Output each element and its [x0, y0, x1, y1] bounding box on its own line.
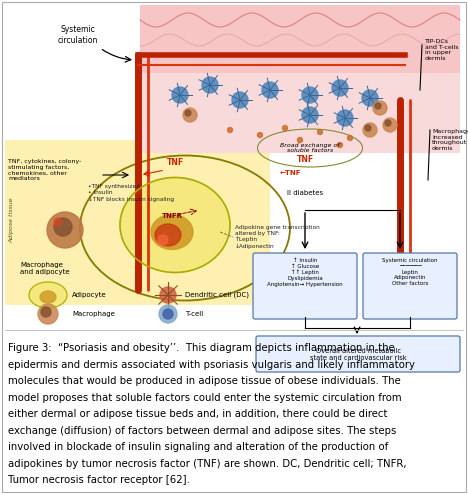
Text: Overall altered metabolic
state and cardiovascular risk: Overall altered metabolic state and card… [310, 347, 406, 361]
Circle shape [362, 90, 378, 106]
Circle shape [365, 125, 371, 131]
Text: ↑ Insulin
↑ Glucose
↑↑ Leptin
Dyslipidemia
Angiotensin→ Hypertension: ↑ Insulin ↑ Glucose ↑↑ Leptin Dyslipidem… [267, 258, 343, 287]
Text: involved in blockade of insulin signaling and alteration of the production of: involved in blockade of insulin signalin… [8, 442, 388, 452]
Text: •TNF synthesized
• Insulin
↓TNF blocks insulin signaling: •TNF synthesized • Insulin ↓TNF blocks i… [88, 184, 174, 202]
Text: model proposes that soluble factors could enter the systemic circulation from: model proposes that soluble factors coul… [8, 393, 402, 403]
Text: Adipose tissue: Adipose tissue [9, 197, 15, 243]
Circle shape [185, 110, 191, 116]
Circle shape [54, 218, 72, 236]
FancyBboxPatch shape [5, 140, 270, 305]
Circle shape [283, 125, 287, 130]
Text: either dermal or adipose tissue beds and, in addition, there could be direct: either dermal or adipose tissue beds and… [8, 409, 388, 419]
Ellipse shape [40, 291, 56, 303]
Text: TNF, cytokines, colony-
stimulating factors,
chemokines, other
mediators: TNF, cytokines, colony- stimulating fact… [8, 159, 81, 181]
Text: epidermis and dermis associated with psoriasis vulgaris and likely inflammatory: epidermis and dermis associated with pso… [8, 360, 415, 370]
Circle shape [172, 87, 188, 103]
Text: Adipokine gene transcription
altered by TNF:
↑Leptin
↓Adiponectin: Adipokine gene transcription altered by … [235, 225, 320, 248]
Circle shape [298, 137, 302, 142]
Circle shape [383, 118, 397, 132]
Text: TNF: TNF [296, 155, 314, 164]
Circle shape [158, 235, 168, 245]
Text: Macrophages
increased
throughout
dermis: Macrophages increased throughout dermis [432, 129, 468, 151]
Text: Macrophage: Macrophage [72, 311, 115, 317]
Text: Figure 3:  “Psoriasis and obesity’’.  This diagram depicts inflammation in the: Figure 3: “Psoriasis and obesity’’. This… [8, 343, 395, 353]
Circle shape [363, 123, 377, 137]
Text: Macrophage
and adipocyte: Macrophage and adipocyte [20, 261, 70, 275]
Circle shape [232, 92, 248, 108]
Text: Adipocyte: Adipocyte [72, 292, 107, 298]
Text: ←TNF: ←TNF [279, 170, 301, 176]
Ellipse shape [151, 214, 193, 249]
FancyBboxPatch shape [140, 73, 460, 153]
Text: exchange (diffusion) of factors between dermal and adipose sites. The steps: exchange (diffusion) of factors between … [8, 425, 396, 436]
Circle shape [160, 287, 176, 303]
Circle shape [257, 132, 263, 137]
FancyBboxPatch shape [256, 336, 460, 372]
Circle shape [375, 103, 381, 109]
Circle shape [348, 135, 352, 140]
Circle shape [163, 309, 173, 319]
FancyBboxPatch shape [253, 253, 357, 319]
Circle shape [227, 127, 233, 132]
Text: adipokines by tumor necrosis factor (TNF) are shown. DC, Dendritic cell; TNFR,: adipokines by tumor necrosis factor (TNF… [8, 458, 407, 468]
Circle shape [385, 120, 391, 126]
Circle shape [337, 110, 353, 126]
Circle shape [332, 80, 348, 96]
Text: Systemic
circulation: Systemic circulation [58, 25, 98, 44]
Text: molecules that would be produced in adipose tissue of obese individuals. The: molecules that would be produced in adip… [8, 376, 401, 386]
Circle shape [54, 218, 62, 226]
Circle shape [159, 305, 177, 323]
FancyBboxPatch shape [363, 253, 457, 319]
Circle shape [317, 129, 322, 134]
Text: Systemic circulation
───────
Leptin
Adiponectin
Other factors: Systemic circulation ─────── Leptin Adip… [382, 258, 438, 286]
Circle shape [302, 107, 318, 123]
Text: TNFR: TNFR [161, 213, 183, 219]
Ellipse shape [155, 224, 181, 246]
Circle shape [41, 307, 51, 317]
Text: Tumor necrosis factor receptor [62].: Tumor necrosis factor receptor [62]. [8, 475, 190, 485]
Circle shape [302, 87, 318, 103]
Circle shape [47, 212, 83, 248]
Ellipse shape [120, 177, 230, 273]
FancyBboxPatch shape [140, 5, 460, 73]
Circle shape [337, 142, 343, 148]
Text: TIP-DCs
and T-cells
in upper
dermis: TIP-DCs and T-cells in upper dermis [425, 39, 459, 61]
Circle shape [262, 82, 278, 98]
Circle shape [373, 101, 387, 115]
Ellipse shape [29, 282, 67, 308]
Text: T-cell: T-cell [185, 311, 203, 317]
Text: TNF: TNF [167, 158, 183, 167]
Text: Broad exchange of
soluble factors: Broad exchange of soluble factors [280, 143, 340, 154]
Text: Dendritic cell (DC): Dendritic cell (DC) [185, 292, 249, 298]
Text: II diabetes: II diabetes [287, 190, 323, 196]
Circle shape [38, 304, 58, 324]
Circle shape [183, 108, 197, 122]
Circle shape [202, 77, 218, 93]
